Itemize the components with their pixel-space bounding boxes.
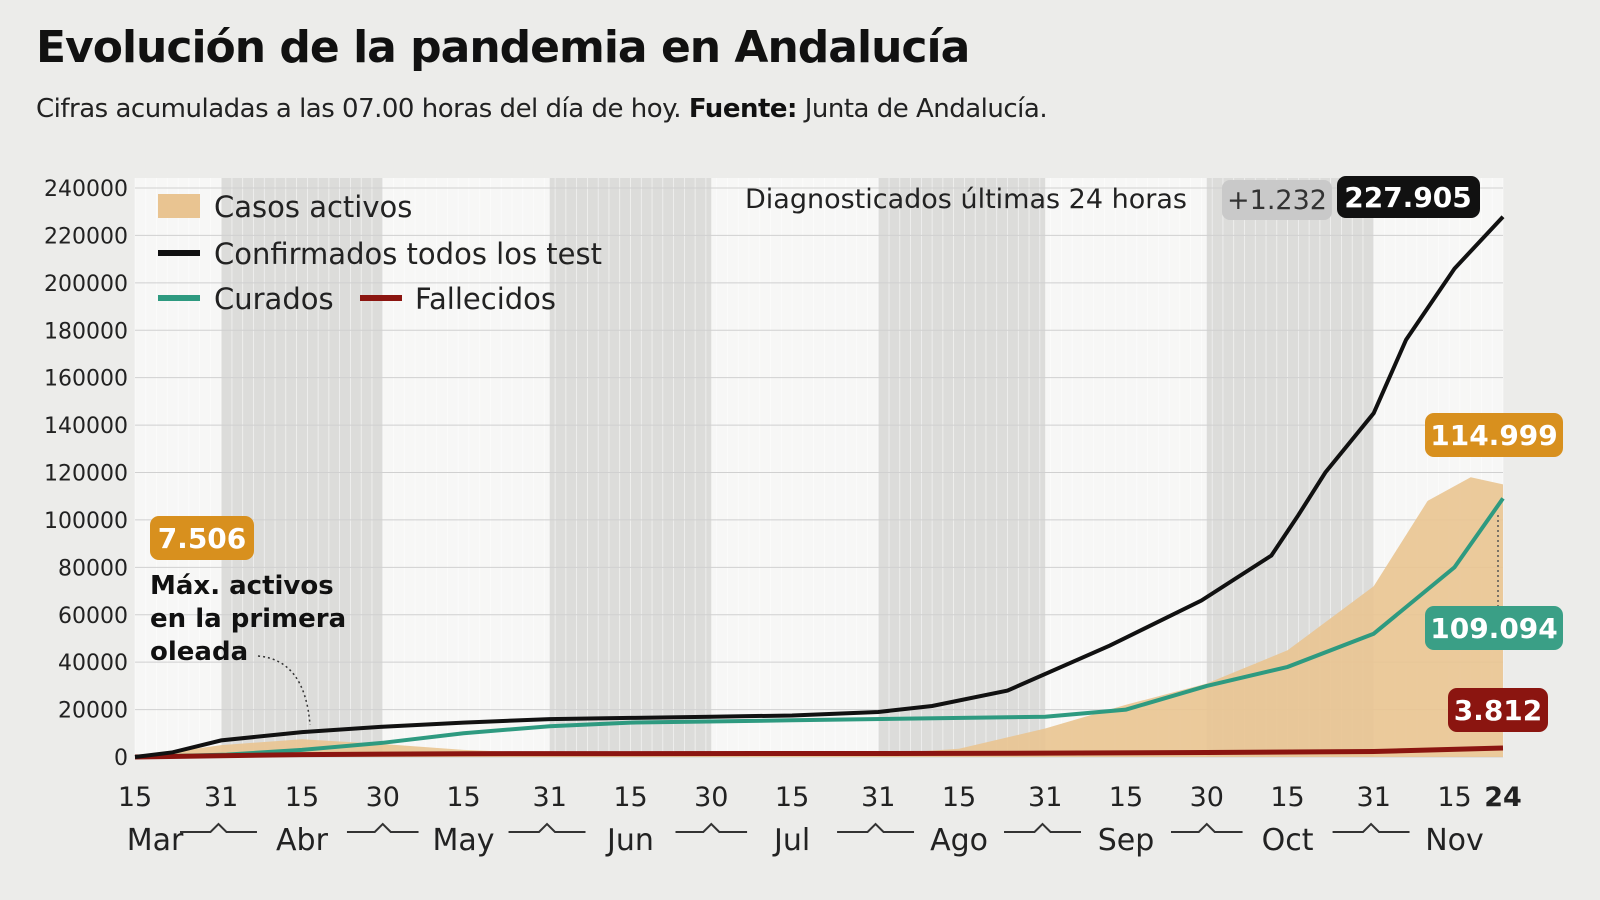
subtitle-text: Cifras acumuladas a las 07.00 horas del …	[36, 94, 682, 124]
y-tick-label: 120000	[44, 462, 128, 487]
month-label: Ago	[930, 823, 988, 858]
month-band	[221, 178, 383, 757]
activos-value: 114.999	[1430, 419, 1558, 452]
x-tick-label: 15	[285, 782, 319, 813]
month-separator	[1004, 822, 1081, 833]
x-tick-label: 31	[204, 782, 238, 813]
curados-badge	[1425, 606, 1563, 650]
y-tick-label: 200000	[44, 272, 128, 297]
x-tick-label: 15	[1109, 782, 1143, 813]
series-line-curados	[134, 497, 1505, 759]
fallecidos-badge	[1448, 688, 1548, 732]
month-separator	[675, 822, 748, 833]
x-tick-label: 31	[1028, 782, 1062, 813]
month-label: Jul	[772, 823, 810, 858]
legend-label-fallecidos: Fallecidos	[415, 282, 556, 316]
month-separator	[837, 822, 915, 833]
month-separator	[1170, 822, 1243, 833]
y-tick-label: 0	[114, 746, 128, 771]
month-label: Nov	[1425, 823, 1484, 858]
month-label: Sep	[1098, 823, 1155, 858]
x-tick-label: 30	[694, 782, 728, 813]
y-tick-label: 220000	[44, 224, 128, 249]
x-tick-label: 15	[942, 782, 976, 813]
y-tick-label: 240000	[44, 177, 128, 202]
y-tick-label: 40000	[58, 651, 128, 676]
legend-label-activos: Casos activos	[214, 190, 412, 224]
fallecidos-value: 3.812	[1454, 694, 1543, 727]
y-tick-label: 80000	[58, 556, 128, 581]
month-separator	[180, 822, 257, 833]
y-tick-label: 100000	[44, 509, 128, 534]
series-line-fallecidos	[134, 745, 1504, 760]
x-tick-label: 24	[1484, 782, 1522, 813]
month-label: Oct	[1262, 823, 1314, 858]
source-label: Fuente:	[688, 94, 798, 124]
y-tick-label: 160000	[44, 367, 128, 392]
x-tick-label: 31	[1357, 782, 1391, 813]
month-label: Jun	[605, 823, 654, 858]
max-activos-note: Máx. activos	[150, 571, 334, 601]
series-area-activos	[135, 477, 1503, 757]
y-tick-label: 60000	[58, 604, 128, 629]
max-activos-badge	[150, 516, 254, 560]
y-tick-label: 20000	[58, 699, 128, 724]
x-tick-label: 15	[613, 782, 647, 813]
curados-value: 109.094	[1430, 612, 1558, 645]
x-tick-label: 15	[1270, 782, 1304, 813]
y-tick-label: 180000	[44, 319, 128, 344]
month-separator	[346, 822, 419, 833]
activos-badge	[1425, 413, 1563, 457]
x-tick-label: 15	[775, 782, 809, 813]
source-text: Junta de Andalucía.	[804, 94, 1048, 124]
delta-badge	[1222, 180, 1332, 220]
x-tick-label: 15	[1437, 782, 1471, 813]
y-tick-label: 140000	[44, 414, 128, 439]
month-separator	[508, 822, 586, 833]
diagnosticados-label: Diagnosticados últimas 24 horas	[745, 184, 1187, 215]
month-separator	[1332, 822, 1410, 833]
legend-swatch-activos	[158, 194, 200, 218]
confirmados-value: 227.905	[1344, 181, 1472, 214]
chart-title: Evolución de la pandemia en Andalucía	[36, 22, 970, 73]
delta-value: +1.232	[1227, 185, 1327, 216]
x-tick-label: 15	[446, 782, 480, 813]
x-tick-label: 30	[1190, 782, 1224, 813]
x-tick-label: 30	[366, 782, 400, 813]
month-label: May	[433, 823, 495, 858]
x-tick-label: 31	[533, 782, 567, 813]
x-tick-label: 15	[118, 782, 152, 813]
x-tick-label: 31	[861, 782, 895, 813]
legend-label-curados: Curados	[214, 282, 334, 316]
month-band	[878, 178, 1046, 757]
legend-label-confirmados: Confirmados todos los test	[214, 237, 602, 271]
chart-subtitle: Cifras acumuladas a las 07.00 horas del …	[36, 94, 1048, 124]
max-activos-note: oleada	[150, 637, 248, 667]
month-label: Mar	[127, 823, 184, 858]
confirmados-badge	[1337, 176, 1480, 218]
max-activos-value: 7.506	[158, 522, 247, 555]
max-activos-note: en la primera	[150, 604, 346, 634]
series-line-confirmados	[134, 215, 1505, 759]
month-label: Abr	[276, 823, 329, 858]
